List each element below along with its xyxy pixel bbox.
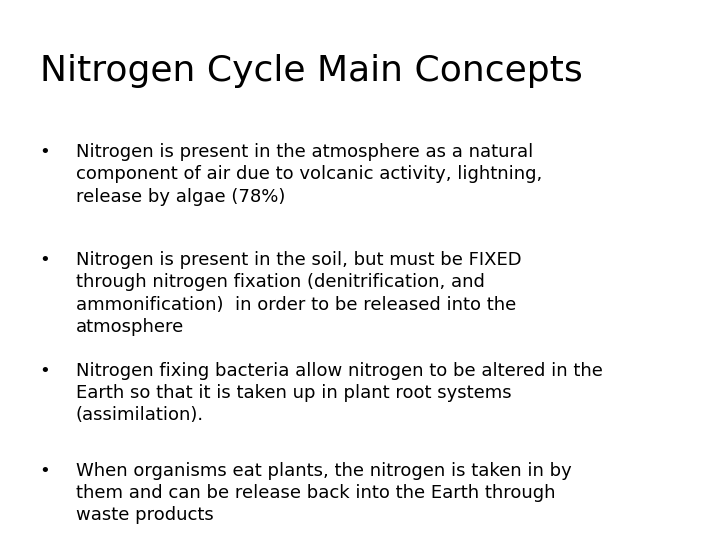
Text: •: • [40, 362, 50, 380]
Text: When organisms eat plants, the nitrogen is taken in by
them and can be release b: When organisms eat plants, the nitrogen … [76, 462, 572, 524]
Text: Nitrogen is present in the atmosphere as a natural
component of air due to volca: Nitrogen is present in the atmosphere as… [76, 143, 542, 206]
Text: •: • [40, 251, 50, 269]
Text: Nitrogen is present in the soil, but must be FIXED
through nitrogen fixation (de: Nitrogen is present in the soil, but mus… [76, 251, 521, 336]
Text: Nitrogen fixing bacteria allow nitrogen to be altered in the
Earth so that it is: Nitrogen fixing bacteria allow nitrogen … [76, 362, 603, 424]
Text: •: • [40, 143, 50, 161]
Text: Nitrogen Cycle Main Concepts: Nitrogen Cycle Main Concepts [40, 54, 582, 88]
Text: •: • [40, 462, 50, 480]
